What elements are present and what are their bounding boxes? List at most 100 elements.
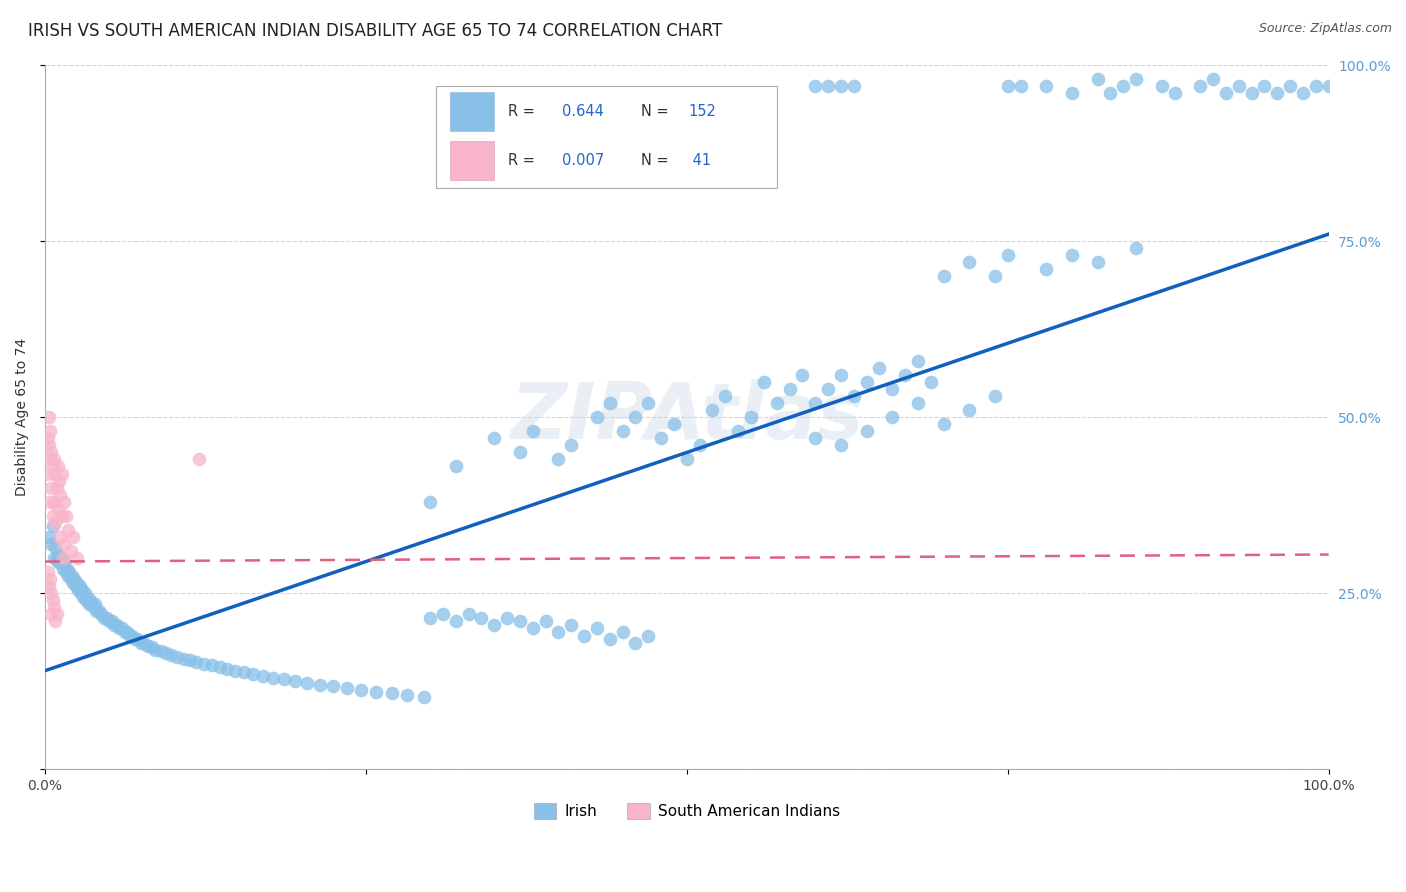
Point: [1265, 87, 1288, 101]
Point: [62, 530, 84, 544]
Point: [55, 565, 77, 579]
Point: [42, 551, 65, 566]
Point: [252, 668, 274, 682]
Point: [45, 607, 67, 622]
Point: [62, 575, 84, 590]
Point: [380, 686, 402, 700]
Point: [86, 604, 108, 618]
Point: [560, 438, 582, 452]
Point: [44, 467, 66, 481]
Point: [105, 618, 128, 632]
Point: [295, 675, 318, 690]
Point: [547, 625, 569, 640]
Point: [56, 561, 79, 575]
Point: [932, 269, 955, 284]
Point: [38, 579, 60, 593]
Point: [1112, 79, 1135, 94]
Point: [121, 628, 143, 642]
Y-axis label: Disability Age 65 to 74: Disability Age 65 to 74: [15, 338, 30, 496]
Point: [522, 425, 544, 439]
Point: [96, 611, 118, 625]
Point: [233, 665, 256, 680]
Point: [804, 396, 827, 410]
Point: [1087, 255, 1109, 269]
Point: [419, 611, 441, 625]
Point: [1125, 72, 1147, 87]
Point: [1305, 79, 1327, 94]
Point: [79, 593, 101, 607]
Point: [84, 597, 107, 611]
Point: [58, 565, 80, 579]
Point: [45, 551, 67, 566]
Point: [186, 655, 208, 669]
Point: [273, 672, 295, 686]
Point: [41, 593, 63, 607]
Point: [308, 678, 330, 692]
Point: [1060, 87, 1083, 101]
Point: [56, 568, 79, 582]
Point: [997, 79, 1019, 94]
Point: [41, 459, 63, 474]
Point: [855, 425, 877, 439]
Point: [752, 375, 775, 389]
Point: [907, 354, 929, 368]
Point: [675, 452, 697, 467]
Point: [173, 652, 195, 666]
Point: [1240, 87, 1263, 101]
Text: IRISH VS SOUTH AMERICAN INDIAN DISABILITY AGE 65 TO 74 CORRELATION CHART: IRISH VS SOUTH AMERICAN INDIAN DISABILIT…: [28, 22, 723, 40]
Point: [53, 537, 76, 551]
Point: [159, 648, 181, 663]
Point: [46, 501, 69, 516]
Point: [957, 403, 980, 417]
Point: [882, 410, 904, 425]
Point: [242, 667, 264, 681]
Point: [38, 410, 60, 425]
Point: [534, 615, 557, 629]
Point: [136, 639, 159, 653]
Point: [830, 438, 852, 452]
Point: [412, 690, 434, 705]
Point: [149, 644, 172, 658]
Point: [637, 628, 659, 642]
Point: [51, 508, 73, 523]
Point: [612, 625, 634, 640]
Point: [63, 572, 86, 586]
Point: [42, 452, 65, 467]
Point: [103, 618, 125, 632]
Point: [894, 368, 917, 382]
Point: [804, 79, 827, 94]
Point: [49, 555, 72, 569]
Point: [44, 615, 66, 629]
Point: [522, 622, 544, 636]
Point: [83, 600, 105, 615]
Point: [82, 597, 104, 611]
Point: [779, 382, 801, 396]
Text: Source: ZipAtlas.com: Source: ZipAtlas.com: [1258, 22, 1392, 36]
Point: [52, 551, 75, 566]
Point: [41, 607, 63, 622]
Point: [727, 425, 749, 439]
Point: [496, 611, 519, 625]
Point: [1150, 79, 1173, 94]
Point: [650, 431, 672, 445]
Point: [39, 494, 62, 508]
Point: [1279, 79, 1302, 94]
Point: [51, 467, 73, 481]
Point: [44, 516, 66, 530]
Point: [868, 360, 890, 375]
Point: [66, 551, 89, 566]
Point: [457, 607, 479, 622]
Point: [39, 572, 62, 586]
Point: [52, 561, 75, 575]
Point: [41, 537, 63, 551]
Point: [1125, 241, 1147, 255]
Point: [624, 635, 647, 649]
Point: [66, 575, 89, 590]
Point: [1215, 87, 1237, 101]
Point: [49, 488, 72, 502]
Point: [37, 431, 59, 445]
Point: [72, 590, 94, 604]
Point: [37, 565, 59, 579]
Point: [624, 410, 647, 425]
Point: [201, 658, 224, 673]
